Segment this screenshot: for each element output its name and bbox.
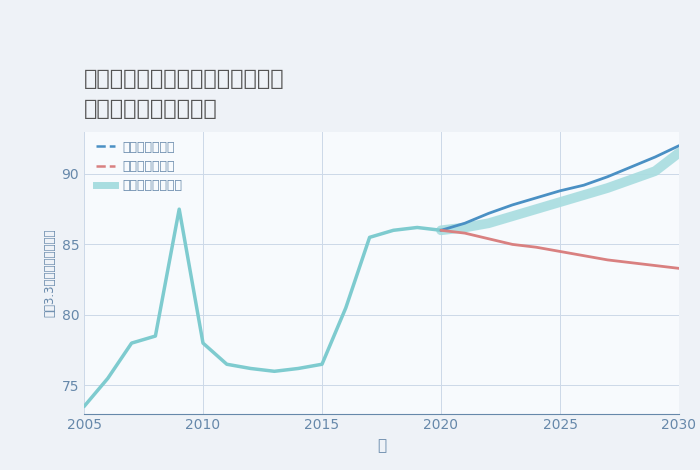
- X-axis label: 年: 年: [377, 438, 386, 453]
- Y-axis label: 坪（3.3㎡）単価（万円）: 坪（3.3㎡）単価（万円）: [43, 228, 56, 317]
- Text: 愛知県清須市西枇杷島町小野田の
中古戸建ての価格推移: 愛知県清須市西枇杷島町小野田の 中古戸建ての価格推移: [84, 70, 285, 119]
- Legend: グッドシナリオ, バッドシナリオ, ノーマルシナリオ: グッドシナリオ, バッドシナリオ, ノーマルシナリオ: [96, 141, 183, 192]
